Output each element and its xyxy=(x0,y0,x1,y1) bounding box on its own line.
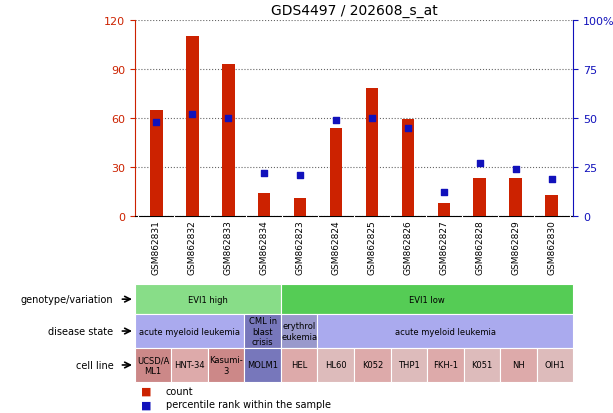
Text: HEL: HEL xyxy=(291,361,307,370)
Text: acute myeloid leukemia: acute myeloid leukemia xyxy=(139,327,240,336)
Bar xyxy=(438,203,450,216)
Text: acute myeloid leukemia: acute myeloid leukemia xyxy=(395,327,496,336)
Point xyxy=(151,119,161,126)
Text: FKH-1: FKH-1 xyxy=(433,361,458,370)
Bar xyxy=(546,195,558,216)
Point xyxy=(331,117,341,124)
Text: disease state: disease state xyxy=(48,326,113,336)
Point xyxy=(511,166,520,173)
Point xyxy=(295,172,305,178)
Text: percentile rank within the sample: percentile rank within the sample xyxy=(166,399,330,409)
Bar xyxy=(150,110,162,216)
Text: erythrol
eukemia: erythrol eukemia xyxy=(281,322,318,341)
Point xyxy=(547,176,557,183)
Text: GSM862826: GSM862826 xyxy=(403,220,413,274)
Text: GSM862830: GSM862830 xyxy=(547,220,556,275)
Point xyxy=(223,115,233,122)
Text: EVI1 low: EVI1 low xyxy=(409,295,445,304)
Text: ■: ■ xyxy=(141,386,151,396)
Point xyxy=(188,112,197,118)
Point xyxy=(475,160,485,167)
Bar xyxy=(222,65,235,216)
Title: GDS4497 / 202608_s_at: GDS4497 / 202608_s_at xyxy=(270,4,438,18)
Text: GSM862823: GSM862823 xyxy=(295,220,305,274)
Text: GSM862827: GSM862827 xyxy=(440,220,448,274)
Text: GSM862832: GSM862832 xyxy=(188,220,197,274)
Bar xyxy=(366,89,378,216)
Text: cell line: cell line xyxy=(75,360,113,370)
Text: NH: NH xyxy=(512,361,525,370)
Text: GSM862829: GSM862829 xyxy=(511,220,520,274)
Bar xyxy=(294,199,306,216)
Point xyxy=(367,115,377,122)
Text: GSM862828: GSM862828 xyxy=(475,220,484,274)
Bar xyxy=(509,179,522,216)
Text: Kasumi-
3: Kasumi- 3 xyxy=(209,356,243,375)
Text: ■: ■ xyxy=(141,399,151,409)
Point xyxy=(403,125,413,132)
Bar xyxy=(473,179,486,216)
Point xyxy=(439,190,449,196)
Text: THP1: THP1 xyxy=(398,361,420,370)
Text: count: count xyxy=(166,386,193,396)
Bar xyxy=(186,37,199,216)
Bar xyxy=(330,128,342,216)
Bar xyxy=(402,120,414,216)
Text: GSM862834: GSM862834 xyxy=(260,220,268,274)
Text: EVI1 high: EVI1 high xyxy=(188,295,228,304)
Text: K051: K051 xyxy=(471,361,492,370)
Text: GSM862831: GSM862831 xyxy=(152,220,161,275)
Text: HNT-34: HNT-34 xyxy=(174,361,205,370)
Text: GSM862833: GSM862833 xyxy=(224,220,233,275)
Text: genotype/variation: genotype/variation xyxy=(21,294,113,304)
Text: UCSD/A
ML1: UCSD/A ML1 xyxy=(137,356,169,375)
Text: HL60: HL60 xyxy=(325,361,346,370)
Bar xyxy=(258,194,270,216)
Text: CML in
blast
crisis: CML in blast crisis xyxy=(249,316,276,346)
Text: MOLM1: MOLM1 xyxy=(247,361,278,370)
Point xyxy=(259,170,269,177)
Text: GSM862825: GSM862825 xyxy=(367,220,376,274)
Text: GSM862824: GSM862824 xyxy=(332,220,341,274)
Text: OIH1: OIH1 xyxy=(544,361,565,370)
Text: K052: K052 xyxy=(362,361,383,370)
